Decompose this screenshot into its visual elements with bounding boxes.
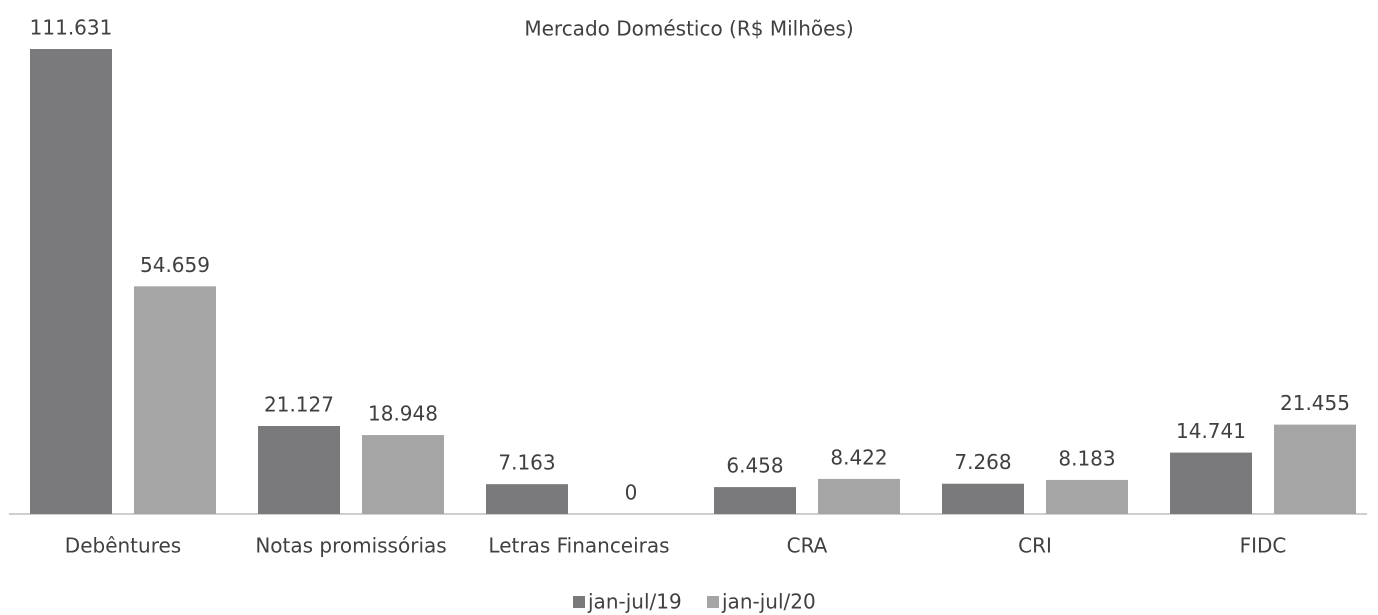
legend-swatch xyxy=(707,596,719,608)
x-tick-label: Letras Financeiras xyxy=(488,534,669,558)
legend-label: jan-jul/19 xyxy=(587,590,682,614)
legend-label: jan-jul/20 xyxy=(721,590,816,614)
legend-swatch xyxy=(573,596,585,608)
x-tick-label: Notas promissórias xyxy=(255,534,446,558)
data-label: 18.948 xyxy=(368,402,438,426)
bar xyxy=(134,286,216,514)
chart-title: Mercado Doméstico (R$ Milhões) xyxy=(524,17,853,41)
data-label: 0 xyxy=(625,481,638,505)
x-tick-label: Debêntures xyxy=(65,534,181,558)
bar xyxy=(486,484,568,514)
bar xyxy=(258,425,340,514)
data-label: 6.458 xyxy=(726,454,783,478)
data-label: 54.659 xyxy=(140,253,210,277)
data-label: 7.268 xyxy=(954,450,1011,474)
data-label: 21.455 xyxy=(1280,391,1350,415)
data-label: 8.422 xyxy=(830,445,887,469)
bar xyxy=(714,487,796,514)
bar xyxy=(942,483,1024,514)
bar xyxy=(30,49,112,514)
x-tick-label: CRA xyxy=(787,534,828,558)
x-tick-label: FIDC xyxy=(1240,534,1287,558)
data-label: 111.631 xyxy=(30,16,113,40)
data-label: 14.741 xyxy=(1176,419,1246,443)
bar xyxy=(1046,479,1128,514)
x-tick-label: CRI xyxy=(1018,534,1052,558)
data-label: 7.163 xyxy=(498,451,555,475)
data-label: 21.127 xyxy=(264,392,334,416)
bar xyxy=(1170,452,1252,514)
bar xyxy=(362,435,444,514)
bar xyxy=(1274,424,1356,514)
data-label: 8.183 xyxy=(1058,446,1115,470)
bar xyxy=(818,478,900,514)
